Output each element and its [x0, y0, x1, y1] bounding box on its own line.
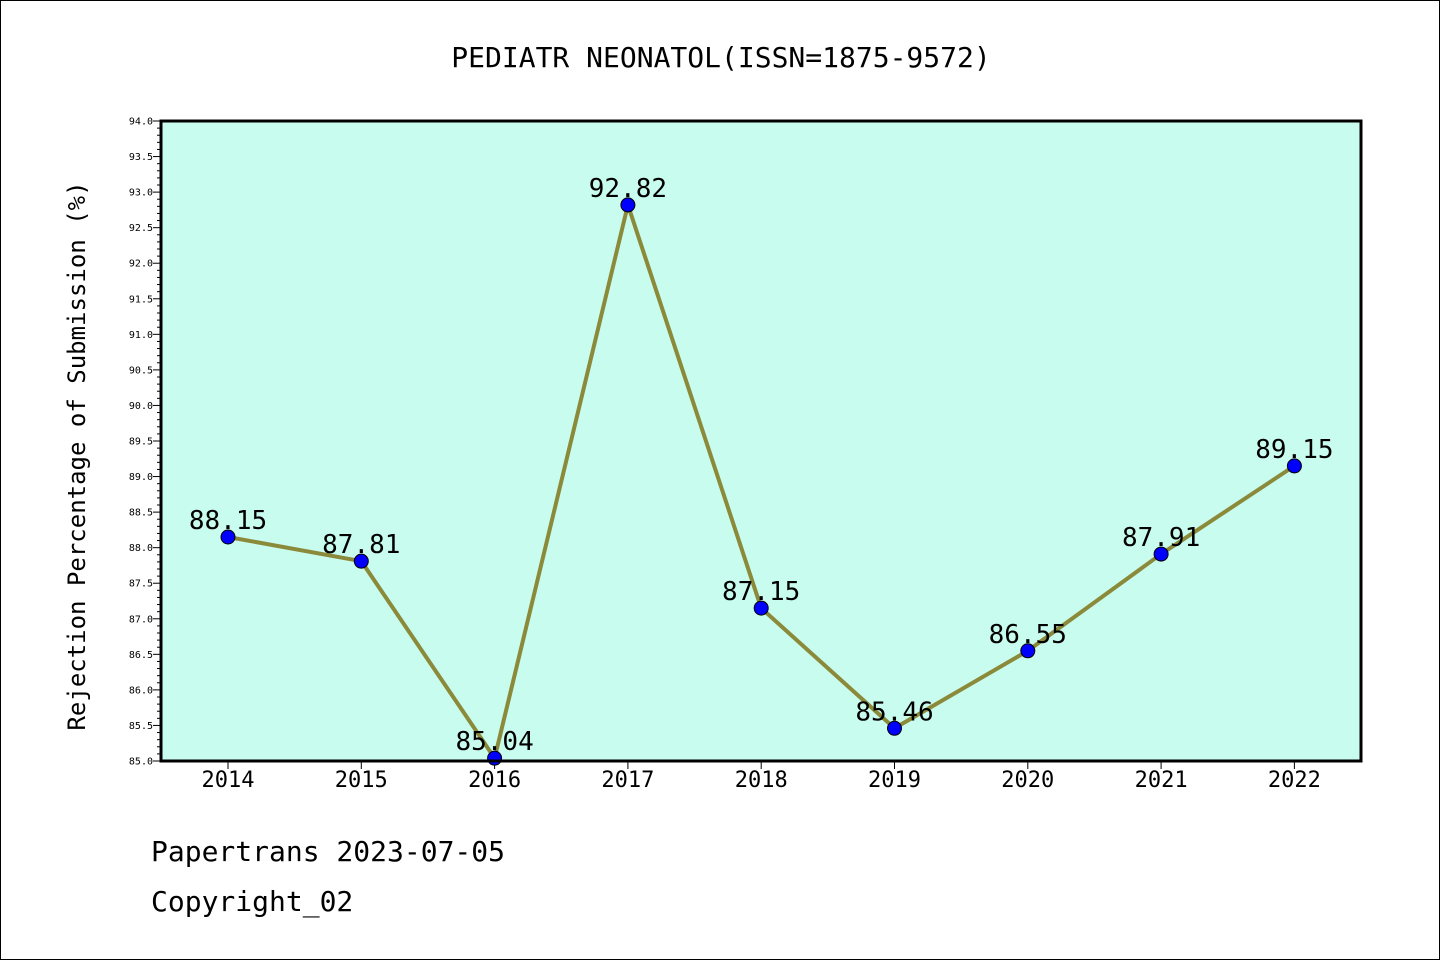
y-tick-label: 86.5 [129, 650, 153, 661]
y-tick-label: 89.5 [129, 437, 153, 448]
x-tick-label: 2019 [868, 768, 921, 793]
y-tick-label: 87.0 [129, 614, 153, 625]
data-label: 87.91 [1122, 523, 1200, 553]
data-label: 87.81 [322, 530, 400, 560]
y-axis-label: Rejection Percentage of Submission (%) [63, 181, 91, 730]
y-tick-label: 85.5 [129, 721, 153, 732]
y-tick-label: 85.0 [129, 757, 153, 768]
x-tick-label: 2014 [202, 768, 255, 793]
data-point [1286, 458, 1302, 474]
data-point [353, 553, 369, 569]
x-tick-label: 2020 [1001, 768, 1054, 793]
y-tick-label: 90.5 [129, 365, 153, 376]
data-label: 88.15 [189, 506, 267, 536]
x-tick-label: 2016 [468, 768, 521, 793]
data-point [620, 197, 636, 213]
y-tick-label: 93.0 [129, 188, 153, 199]
x-tick-label: 2021 [1135, 768, 1188, 793]
y-tick-label: 89.0 [129, 472, 153, 483]
data-point [1153, 546, 1169, 562]
plot-frame [159, 119, 1363, 763]
data-label: 87.15 [722, 577, 800, 607]
x-tick-label: 2015 [335, 768, 388, 793]
data-label: 86.55 [989, 620, 1067, 650]
y-axis: 85.0 85.5 86.0 86.5 87.0 87.5 88.0 88.5 89.0 89.5… [129, 117, 161, 768]
x-tick-label: 2017 [601, 768, 654, 793]
footer-copyright: Copyright_02 [151, 885, 354, 918]
data-label: 92.82 [589, 174, 667, 204]
y-tick-label: 93.5 [129, 152, 153, 163]
y-tick-label: 87.5 [129, 579, 153, 590]
y-tick-label: 91.0 [129, 330, 153, 341]
data-point [753, 600, 769, 616]
chart-title: PEDIATR NEONATOL(ISSN=1875-9572) [451, 41, 990, 74]
y-tick-label: 88.5 [129, 508, 153, 519]
y-tick-label: 86.0 [129, 685, 153, 696]
x-tick-label: 2018 [735, 768, 788, 793]
data-label: 85.04 [455, 727, 533, 757]
x-tick-label: 2022 [1268, 768, 1321, 793]
data-label: 85.46 [855, 697, 933, 727]
series-layer: 88.15 87.81 85.04 92.82 87.15 85.46 86.55 87.91… [189, 174, 1334, 766]
data-point [887, 720, 902, 736]
y-tick-label: 90.0 [129, 401, 153, 412]
y-tick-label: 92.5 [129, 223, 153, 234]
data-point [220, 529, 236, 545]
data-point [1020, 643, 1036, 659]
footer-date: Papertrans 2023-07-05 [151, 835, 506, 868]
y-tick-label: 92.0 [129, 259, 153, 270]
x-axis: 2014 2015 2016 2017 2018 2019 2020 2021 2022 [202, 761, 1321, 793]
data-label: 89.15 [1255, 435, 1333, 465]
plot-area [161, 121, 1361, 761]
y-tick-label: 94.0 [129, 117, 153, 128]
y-tick-label: 88.0 [129, 543, 153, 554]
y-tick-label: 91.5 [129, 294, 153, 305]
